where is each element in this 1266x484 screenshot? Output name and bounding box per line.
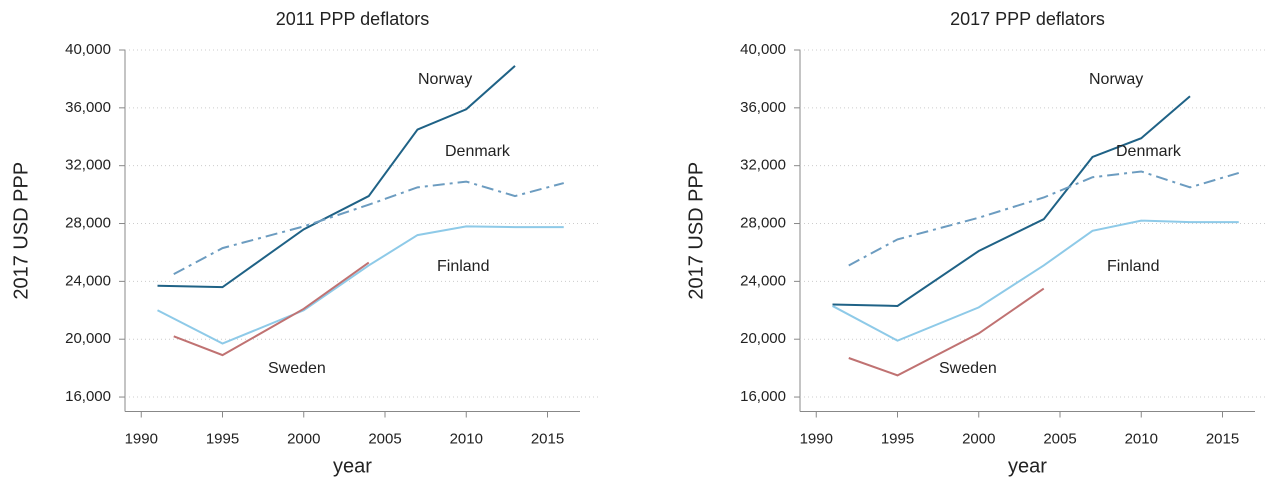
x-tick-label: 1990	[800, 430, 833, 447]
x-tick-label: 2015	[1206, 430, 1239, 447]
x-tick-label: 2015	[531, 430, 564, 447]
series-line	[173, 180, 565, 276]
series-label: Denmark	[1116, 143, 1182, 160]
chart-title: 2011 PPP deflators	[276, 9, 429, 29]
y-tick-label: 32,000	[740, 157, 786, 174]
series-line	[157, 225, 564, 345]
x-tick-label: 2000	[287, 430, 320, 447]
y-tick-label: 32,000	[65, 157, 111, 174]
series-line	[157, 65, 516, 289]
series-label: Finland	[1107, 258, 1159, 275]
chart-title: 2017 PPP deflators	[950, 9, 1105, 29]
series-label: Norway	[418, 71, 472, 88]
y-tick-label: 24,000	[65, 272, 111, 289]
x-axis-title: year	[1008, 455, 1047, 477]
y-tick-label: 20,000	[740, 330, 786, 347]
series-line	[832, 219, 1239, 342]
x-tick-label: 2010	[450, 430, 483, 447]
y-tick-label: 40,000	[740, 41, 786, 58]
x-tick-label: 2005	[1043, 430, 1076, 447]
x-axis-title: year	[333, 455, 372, 477]
x-tick-label: 2000	[962, 430, 995, 447]
x-tick-label: 2010	[1125, 430, 1158, 447]
y-tick-label: 16,000	[740, 388, 786, 405]
y-tick-label: 36,000	[65, 99, 111, 116]
series-line	[848, 287, 1045, 377]
panel: 2011 PPP deflators 2017 USD PPP year 16,000…	[10, 9, 600, 477]
series-line	[173, 261, 370, 357]
series-label: Finland	[437, 258, 489, 275]
series-label: Denmark	[445, 143, 511, 160]
y-tick-label: 20,000	[65, 330, 111, 347]
x-tick-label: 2005	[368, 430, 401, 447]
y-axis-title: 2017 USD PPP	[10, 162, 32, 300]
series-label: Sweden	[268, 360, 326, 377]
y-tick-label: 24,000	[740, 272, 786, 289]
series-label: Sweden	[939, 360, 997, 377]
panel: 2017 PPP deflators 2017 USD PPP year 16,000…	[685, 9, 1266, 477]
x-tick-label: 1995	[881, 430, 914, 447]
y-tick-label: 36,000	[740, 99, 786, 116]
series-line	[832, 95, 1191, 307]
series-line	[848, 170, 1240, 267]
x-tick-label: 1995	[206, 430, 239, 447]
y-tick-label: 16,000	[65, 388, 111, 405]
y-tick-label: 40,000	[65, 41, 111, 58]
series-label: Norway	[1089, 71, 1143, 88]
y-axis-title: 2017 USD PPP	[685, 162, 707, 300]
y-tick-label: 28,000	[65, 214, 111, 231]
y-tick-label: 28,000	[740, 214, 786, 231]
x-tick-label: 1990	[125, 430, 158, 447]
